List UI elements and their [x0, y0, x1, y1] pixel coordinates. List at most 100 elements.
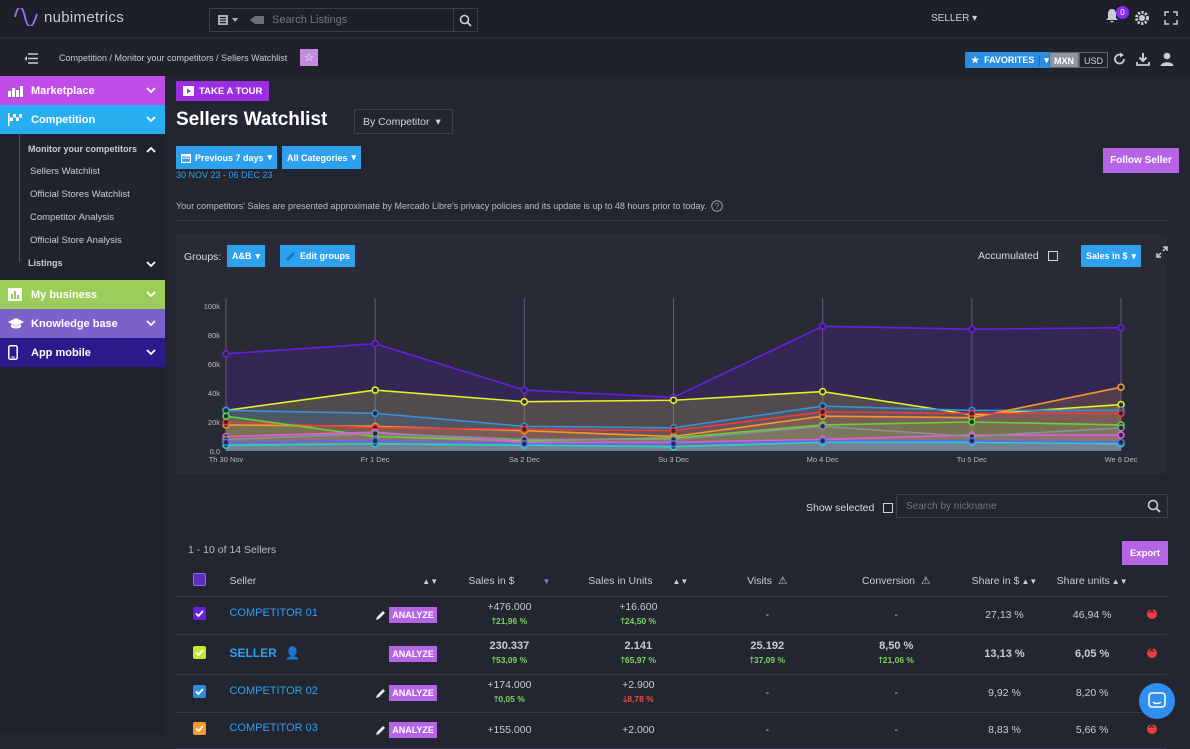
tag-icon: [250, 16, 264, 24]
table-row[interactable]: COMPETITOR 02 ANALYZE +174.000 🡑0,05 % +2…: [176, 674, 1167, 713]
accumulated-toggle[interactable]: Accumulated: [978, 250, 1058, 262]
sidebar-group-listings[interactable]: Listings: [18, 252, 165, 280]
take-tour-button[interactable]: TAKE A TOUR: [176, 81, 270, 101]
column-seller[interactable]: Seller ▲▼: [223, 566, 445, 597]
nickname-search-input[interactable]: [897, 500, 1147, 512]
logo[interactable]: nubimetrics: [14, 8, 124, 26]
view-selector[interactable]: By Competitor ▾: [354, 109, 453, 134]
user-icon[interactable]: [1160, 52, 1174, 66]
export-button[interactable]: Export: [1122, 541, 1168, 565]
sidebar-item-competitor-analysis[interactable]: Competitor Analysis: [30, 212, 114, 223]
show-selected-checkbox[interactable]: [883, 503, 894, 513]
currency-toggle[interactable]: MXN USD: [1049, 52, 1109, 68]
chevron-down-icon: [146, 289, 156, 301]
favorites-button[interactable]: ★ FAVORITES ▾: [965, 52, 1055, 68]
groups-selector[interactable]: A&B ▾: [227, 245, 266, 267]
column-visits[interactable]: Visits ⚠: [702, 566, 832, 597]
sort-icon[interactable]: ▲▼: [1021, 576, 1038, 586]
search-icon[interactable]: [1147, 499, 1161, 513]
help-icon[interactable]: ?: [710, 200, 723, 212]
refresh-icon[interactable]: [1113, 52, 1126, 66]
y-tick-label: 100k: [204, 302, 221, 311]
warning-icon[interactable]: ⚠: [777, 574, 788, 587]
sort-icon[interactable]: ▲▼: [672, 576, 689, 586]
notifications-button[interactable]: 0: [1104, 6, 1129, 27]
remove-icon[interactable]: [1146, 645, 1157, 658]
metric-selector[interactable]: Sales in $ ▾: [1081, 245, 1142, 267]
fullscreen-icon[interactable]: [1164, 10, 1178, 25]
user-menu[interactable]: SELLER ▾: [931, 13, 977, 24]
sidebar-item-official-store-analysis[interactable]: Official Store Analysis: [30, 235, 122, 246]
remove-icon[interactable]: [1146, 721, 1157, 734]
row-checkbox[interactable]: [193, 722, 207, 735]
currency-mxn[interactable]: MXN: [1049, 52, 1079, 68]
add-favorite-button[interactable]: ☆: [300, 49, 318, 66]
seller-name-link[interactable]: COMPETITOR 01: [229, 607, 318, 619]
seller-name-link[interactable]: COMPETITOR 03: [229, 722, 318, 734]
chat-button[interactable]: [1139, 683, 1175, 719]
currency-usd[interactable]: USD: [1079, 52, 1109, 68]
delta-value: 🡓8,78 %: [574, 694, 703, 708]
pencil-icon[interactable]: [375, 610, 386, 621]
checkered-flag-icon: [8, 113, 22, 126]
row-checkbox[interactable]: [193, 646, 207, 659]
period-selector[interactable]: Previous 7 days ▾: [176, 146, 278, 169]
search-button[interactable]: [453, 9, 477, 31]
column-conversion[interactable]: Conversion ⚠: [831, 566, 961, 597]
pencil-icon[interactable]: [375, 688, 386, 699]
share-units-cell: 8,20 %: [1048, 674, 1136, 713]
sidebar-item-knowledge-base[interactable]: Knowledge base: [0, 309, 165, 338]
analyze-button[interactable]: ANALYZE: [389, 646, 437, 662]
column-sales[interactable]: Sales in $ ▼: [444, 566, 574, 597]
sales-cell: +155.000: [444, 712, 574, 749]
analyze-button[interactable]: ANALYZE: [389, 607, 437, 623]
select-all-checkbox[interactable]: [193, 572, 207, 586]
column-share[interactable]: Share in $ ▲▼: [960, 566, 1049, 597]
warning-icon[interactable]: ⚠: [921, 574, 931, 587]
settings-icon[interactable]: [1134, 10, 1150, 26]
sidebar-item-official-stores-watchlist[interactable]: Official Stores Watchlist: [30, 189, 130, 200]
table-row[interactable]: SELLER 👤 ANALYZE 230.337 🡑53,09 % 2.141 🡑6…: [176, 634, 1167, 675]
edit-groups-button[interactable]: Edit groups: [280, 245, 355, 267]
column-units[interactable]: Sales in Units ▲▼: [573, 566, 703, 597]
search-mode-selector[interactable]: [210, 9, 246, 31]
sidebar-item-marketplace[interactable]: Marketplace: [0, 76, 165, 105]
expand-chart-icon[interactable]: [1156, 246, 1168, 258]
row-checkbox[interactable]: [193, 685, 207, 698]
table-row[interactable]: COMPETITOR 03 ANALYZE +155.000 +2.000 - …: [176, 712, 1167, 749]
sort-icon[interactable]: ▲▼: [1111, 576, 1128, 586]
sidebar: Marketplace Competition Monitor your com…: [0, 76, 165, 734]
analyze-button[interactable]: ANALYZE: [389, 685, 437, 701]
table-row[interactable]: COMPETITOR 01 ANALYZE +476.000 🡑21,96 % +…: [176, 596, 1167, 635]
sidebar-item-my-business[interactable]: My business: [0, 280, 165, 309]
chevron-down-icon: [146, 85, 156, 97]
category-selector[interactable]: All Categories ▾: [282, 146, 362, 169]
row-select-cell: [176, 634, 224, 675]
mobile-phone-icon: [8, 345, 18, 360]
seller-name-link[interactable]: SELLER: [229, 646, 277, 660]
breadcrumb[interactable]: Competition / Monitor your competitors /…: [59, 53, 288, 63]
accumulated-checkbox[interactable]: [1047, 251, 1058, 261]
sidebar-item-sellers-watchlist[interactable]: Sellers Watchlist: [30, 166, 100, 177]
seller-name-link[interactable]: COMPETITOR 02: [229, 685, 318, 697]
follow-seller-button[interactable]: Follow Seller: [1103, 148, 1179, 173]
show-selected-toggle[interactable]: Show selected: [806, 502, 894, 514]
share-cell: 13,13 %: [960, 634, 1049, 675]
sidebar-item-app-mobile[interactable]: App mobile: [0, 338, 165, 367]
download-icon[interactable]: [1136, 52, 1150, 66]
search-input[interactable]: [266, 9, 453, 31]
row-checkbox[interactable]: [193, 607, 207, 620]
sort-icon[interactable]: ▲▼: [422, 576, 439, 586]
visits-cell: -: [702, 712, 832, 749]
result-count: 1 - 10 of 14 Sellers: [188, 544, 277, 556]
sidebar-item-competition[interactable]: Competition: [0, 105, 165, 134]
remove-icon[interactable]: [1146, 606, 1157, 619]
sort-desc-icon[interactable]: ▼: [542, 576, 551, 586]
visits-value: -: [765, 609, 770, 621]
analyze-button[interactable]: ANALYZE: [389, 722, 437, 738]
pencil-icon[interactable]: [375, 725, 386, 736]
collapse-menu-icon[interactable]: [24, 53, 39, 64]
sidebar-group-monitor[interactable]: Monitor your competitors: [18, 134, 165, 160]
column-share-units[interactable]: Share units ▲▼: [1048, 566, 1136, 597]
privacy-notice-text: Your competitors' Sales are presented ap…: [176, 201, 707, 211]
